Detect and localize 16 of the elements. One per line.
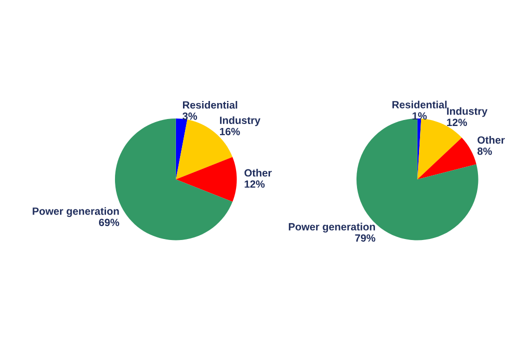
data-label: 12% [244,180,265,188]
data-label: 12% [447,118,467,126]
data-label: 1% [412,112,427,120]
slice-label: Industry [447,107,488,117]
slice-label: Other [244,168,272,177]
slice-label: Other [478,136,505,144]
data-label: 79% [355,234,376,242]
slice-label: Residential [182,101,238,109]
data-label: 3% [182,112,198,120]
slice-label: Residential [392,100,447,108]
slice-label: Industry [220,116,260,126]
data-label: 8% [477,148,492,155]
data-label: 69% [98,218,120,226]
data-label: 16% [220,128,240,136]
slice-label: Power generation [288,222,375,233]
slice-label: Power generation [32,207,119,217]
